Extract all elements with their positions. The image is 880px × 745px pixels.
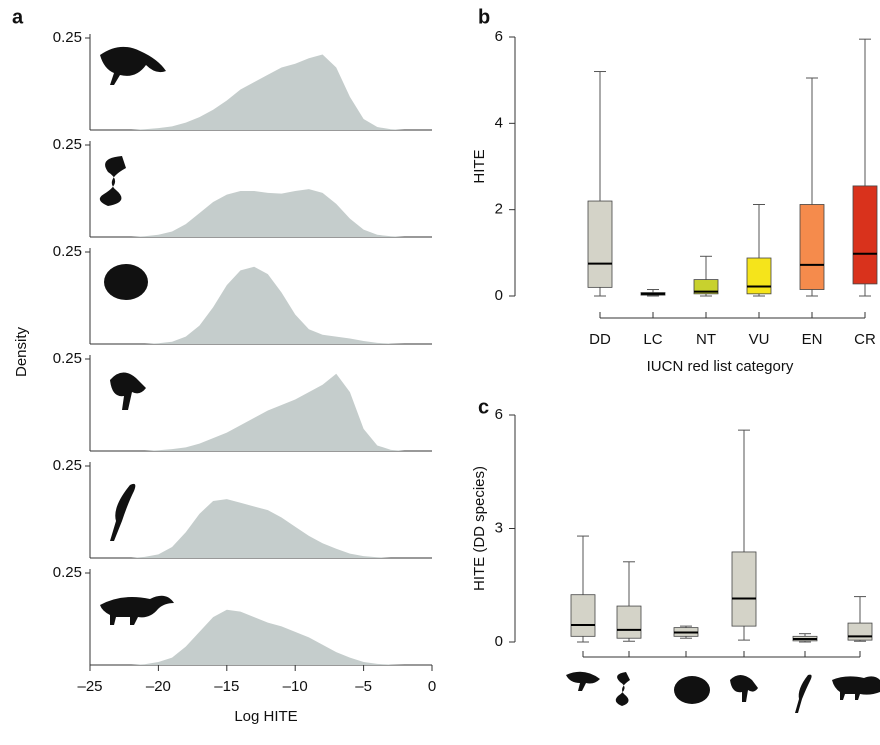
y-axis-label: Density: [13, 326, 30, 377]
panel-label: c: [478, 396, 489, 418]
box: [571, 595, 595, 637]
lizard-icon: [566, 672, 600, 691]
y-tick-label: 0.25: [53, 243, 82, 260]
frog-icon: [730, 675, 758, 702]
x-tick-label: –10: [283, 678, 308, 695]
mammal-icon: [100, 596, 174, 625]
y-tick-label: 0: [495, 633, 503, 650]
y-tick-label: 4: [495, 114, 503, 131]
y-tick-label: 6: [495, 406, 503, 423]
panel-label: a: [12, 6, 24, 28]
x-axis-label: IUCN red list category: [647, 358, 794, 375]
x-tick-label: NT: [696, 331, 716, 348]
y-tick-label: 0.25: [53, 564, 82, 581]
x-tick-label: 0: [428, 678, 436, 695]
y-tick-label: 0.25: [53, 29, 82, 46]
y-tick-label: 0.25: [53, 457, 82, 474]
x-tick-label: DD: [589, 331, 611, 348]
panel-label: b: [478, 6, 490, 28]
x-tick-label: –20: [146, 678, 171, 695]
lizard-icon: [100, 47, 166, 85]
turtle-icon: [674, 676, 710, 704]
y-tick-label: 6: [495, 28, 503, 45]
x-tick-label: –5: [355, 678, 372, 695]
y-axis-label: HITE (DD species): [471, 466, 488, 591]
x-tick-label: –25: [77, 678, 102, 695]
mammal-icon: [832, 676, 880, 700]
box: [747, 258, 771, 294]
y-tick-label: 0.25: [53, 350, 82, 367]
x-tick-label: CR: [854, 331, 876, 348]
snake-icon: [100, 156, 126, 206]
x-tick-label: –15: [214, 678, 239, 695]
box: [588, 201, 612, 287]
x-tick-label: LC: [643, 331, 662, 348]
box: [617, 606, 641, 638]
bird-icon: [795, 675, 812, 713]
density-area: [90, 499, 432, 558]
x-tick-label: VU: [749, 331, 770, 348]
box: [800, 204, 824, 289]
box: [732, 552, 756, 626]
box: [853, 186, 877, 284]
y-tick-label: 2: [495, 201, 503, 218]
silhouettes-c: [566, 672, 880, 713]
y-tick-label: 3: [495, 519, 503, 536]
frog-icon: [110, 372, 146, 410]
y-tick-label: 0: [495, 287, 503, 304]
turtle-icon: [104, 264, 148, 300]
bird-icon: [110, 484, 135, 541]
y-axis-label: HITE: [471, 149, 488, 183]
density-area: [90, 610, 432, 665]
x-axis-label: Log HITE: [234, 708, 297, 725]
box: [848, 623, 872, 640]
snake-icon: [616, 672, 630, 706]
figure: HITE (DD species)c630HITEbIUCN red list …: [0, 0, 880, 745]
silhouettes-a: [100, 47, 174, 625]
density-area: [90, 189, 432, 237]
y-tick-label: 0.25: [53, 136, 82, 153]
x-tick-label: EN: [802, 331, 823, 348]
